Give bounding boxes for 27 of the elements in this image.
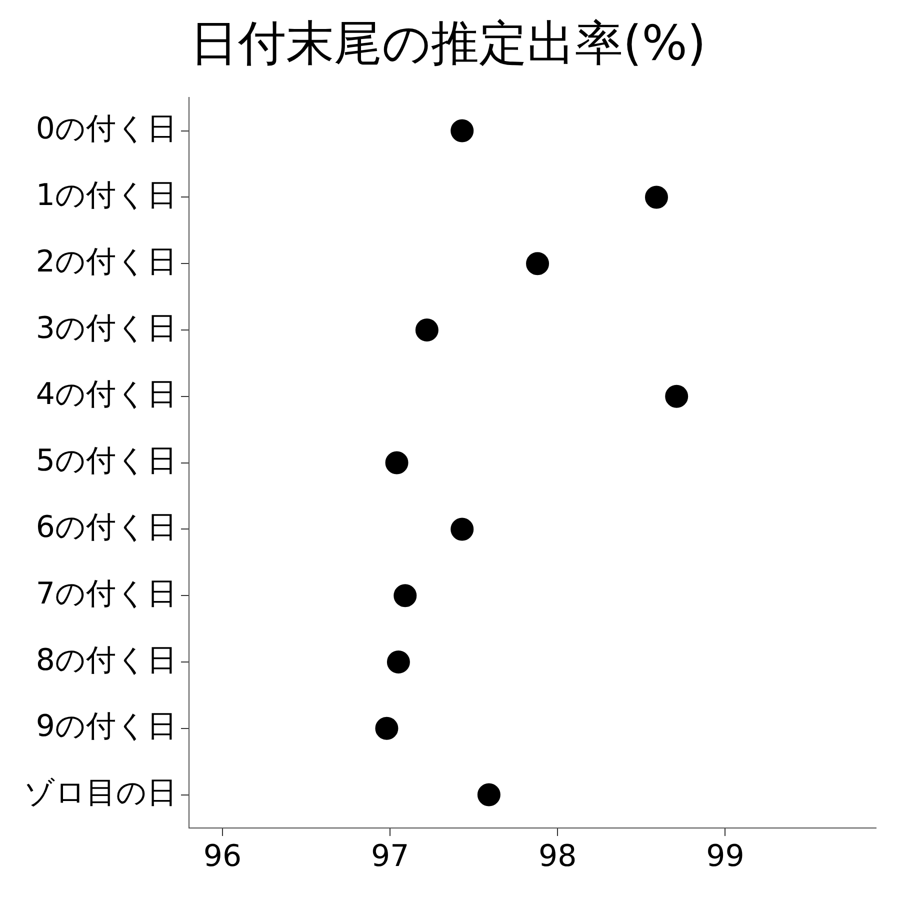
x-tick-label: 97 [370,838,410,874]
y-tick-label: 8の付く日 [36,642,177,678]
y-tick-label: 5の付く日 [36,444,177,479]
x-tick-label: 96 [203,838,242,874]
y-tick-label: 7の付く日 [36,576,177,612]
point [644,186,668,209]
point [394,584,417,608]
point [477,783,500,806]
point [386,650,410,674]
y-tick-label: 1の付く日 [36,178,177,213]
y-tick-label: 0の付く日 [36,112,177,147]
point [375,716,398,740]
y-tick-label: ゾロ目の日 [24,776,177,811]
point [385,451,408,474]
y-tick-label: 9の付く日 [36,709,177,744]
y-tick-label: 6の付く日 [36,510,177,545]
x-tick-label: 98 [538,838,577,874]
x-tick-label: 99 [706,838,744,874]
chart-title: 日付末尾の推定出率(%) [190,15,706,72]
point [526,252,550,276]
y-tick-label: 3の付く日 [36,310,177,346]
point [450,119,474,142]
y-tick-label: 2の付く日 [36,244,177,280]
point [665,384,688,408]
point [415,318,438,342]
point [450,518,474,541]
y-tick-label: 4の付く日 [36,377,177,412]
